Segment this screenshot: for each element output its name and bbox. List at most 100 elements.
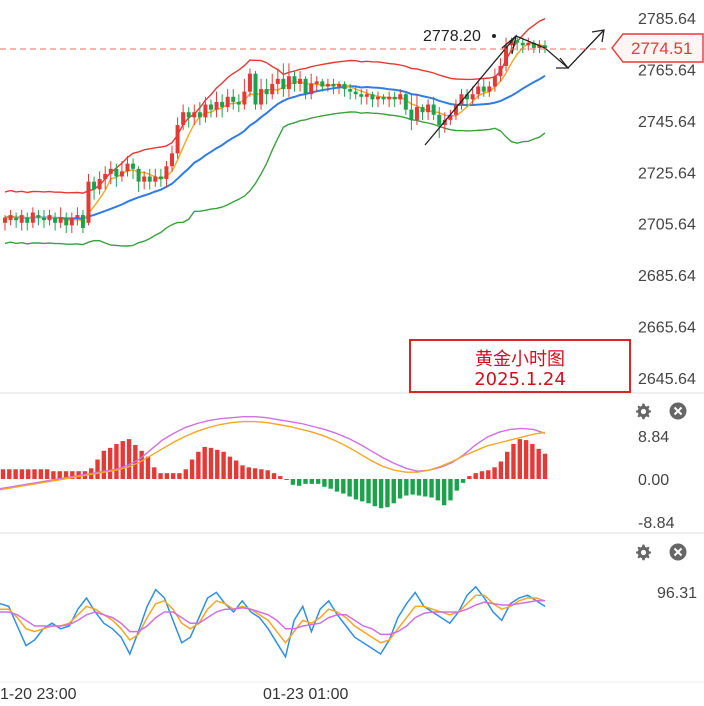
y-tick-label: 2705.64	[638, 217, 696, 234]
candle-body	[470, 94, 475, 100]
macd-bar	[107, 447, 113, 479]
current-price-tag: 2774.51	[611, 33, 704, 63]
candle-body	[420, 107, 425, 113]
macd-bar	[44, 469, 50, 479]
candle-body	[103, 173, 108, 180]
macd-bar	[189, 459, 195, 479]
macd-bar	[19, 469, 25, 479]
macd-bar	[101, 450, 107, 479]
macd-bar	[265, 470, 270, 479]
macd-bar	[278, 476, 283, 479]
macd-bar	[309, 479, 315, 484]
macd-bar	[360, 479, 365, 502]
candle-body	[108, 168, 113, 174]
candle-body	[320, 81, 325, 87]
candle-body	[147, 176, 152, 182]
candle-body	[8, 215, 13, 221]
macd-bar	[423, 479, 428, 497]
macd-bar	[227, 456, 233, 479]
candle-body	[498, 65, 503, 77]
candle-body	[342, 83, 347, 90]
oscillator-fast-line	[0, 585, 546, 659]
gear-icon[interactable]	[634, 402, 652, 420]
signal-line	[0, 420, 546, 491]
macd-bar	[95, 459, 100, 479]
y-tick-label: 2725.64	[638, 165, 696, 182]
macd-bar	[536, 448, 541, 479]
macd-bar	[353, 479, 359, 500]
annotation-date: 2025.1.24	[474, 369, 566, 390]
candle-body	[203, 104, 208, 118]
candle-body	[325, 83, 330, 87]
candle-body	[537, 45, 542, 48]
candle-body	[359, 94, 364, 97]
candle-body	[97, 179, 102, 190]
candle-body	[208, 104, 213, 110]
candle-body	[192, 112, 197, 118]
oscillator-slow-line	[0, 600, 545, 636]
candle-body	[504, 45, 509, 66]
candle-body	[47, 215, 52, 221]
candle-body	[114, 168, 119, 177]
macd-bar	[252, 468, 258, 479]
candle-body	[520, 42, 525, 46]
macd-bar	[334, 479, 340, 492]
candle-body	[481, 86, 486, 92]
macd-panel: 8.84 0.00 -8.84	[0, 416, 675, 532]
candle-body	[465, 94, 470, 100]
annotation-title: 黄金小时图	[475, 349, 565, 370]
candle-body	[275, 78, 280, 84]
macd-bar	[429, 479, 434, 498]
candle-body	[247, 73, 252, 92]
macd-bar	[70, 471, 75, 479]
trend-drawing	[424, 29, 605, 146]
macd-bar	[158, 473, 163, 479]
candle-body	[364, 94, 369, 97]
macd-bar	[391, 479, 396, 504]
macd-bar	[170, 473, 176, 479]
macd-bar	[404, 479, 409, 496]
macd-bar	[460, 479, 466, 483]
candle-body	[231, 96, 236, 102]
macd-bar	[202, 446, 207, 479]
y-tick-label: 96.31	[657, 585, 697, 602]
close-icon[interactable]	[669, 402, 687, 420]
y-tick-label: 2745.64	[638, 114, 696, 131]
price-axis: 2785.64 2765.64 2745.64 2725.64 2705.64 2685.…	[638, 11, 696, 388]
lower-band	[4, 111, 546, 247]
macd-bar	[523, 440, 529, 479]
candle-body	[487, 86, 492, 92]
macd-bar	[63, 471, 69, 479]
candle-body	[398, 94, 403, 100]
macd-bar	[271, 473, 277, 479]
high-price-label: 2778.20	[423, 28, 481, 45]
trend-arrow-line	[424, 29, 605, 146]
macd-bar	[126, 439, 132, 479]
macd-bar	[372, 479, 378, 507]
macd-bar	[196, 451, 201, 479]
candle-body	[36, 215, 41, 218]
macd-bar	[177, 473, 182, 479]
close-icon[interactable]	[669, 543, 687, 561]
gear-icon[interactable]	[634, 543, 652, 561]
macd-bar	[208, 447, 214, 479]
macd-bar	[7, 469, 12, 479]
candle-body	[459, 94, 464, 105]
candle-body	[125, 163, 130, 172]
y-tick-label: 0.00	[638, 472, 669, 489]
candle-body	[158, 176, 163, 180]
macd-bar	[517, 439, 522, 479]
candle-body	[353, 91, 358, 95]
candle-body	[236, 101, 241, 105]
candle-body	[392, 96, 397, 100]
macd-bar	[454, 479, 459, 491]
oscillator-panel: 96.31	[0, 585, 697, 659]
candle-body	[30, 212, 35, 223]
candle-body	[92, 181, 97, 190]
macd-bar	[303, 479, 308, 484]
trend-arrowhead	[591, 29, 605, 43]
macd-bar	[246, 467, 251, 479]
candle-body	[309, 83, 314, 95]
candle-body	[75, 215, 80, 218]
